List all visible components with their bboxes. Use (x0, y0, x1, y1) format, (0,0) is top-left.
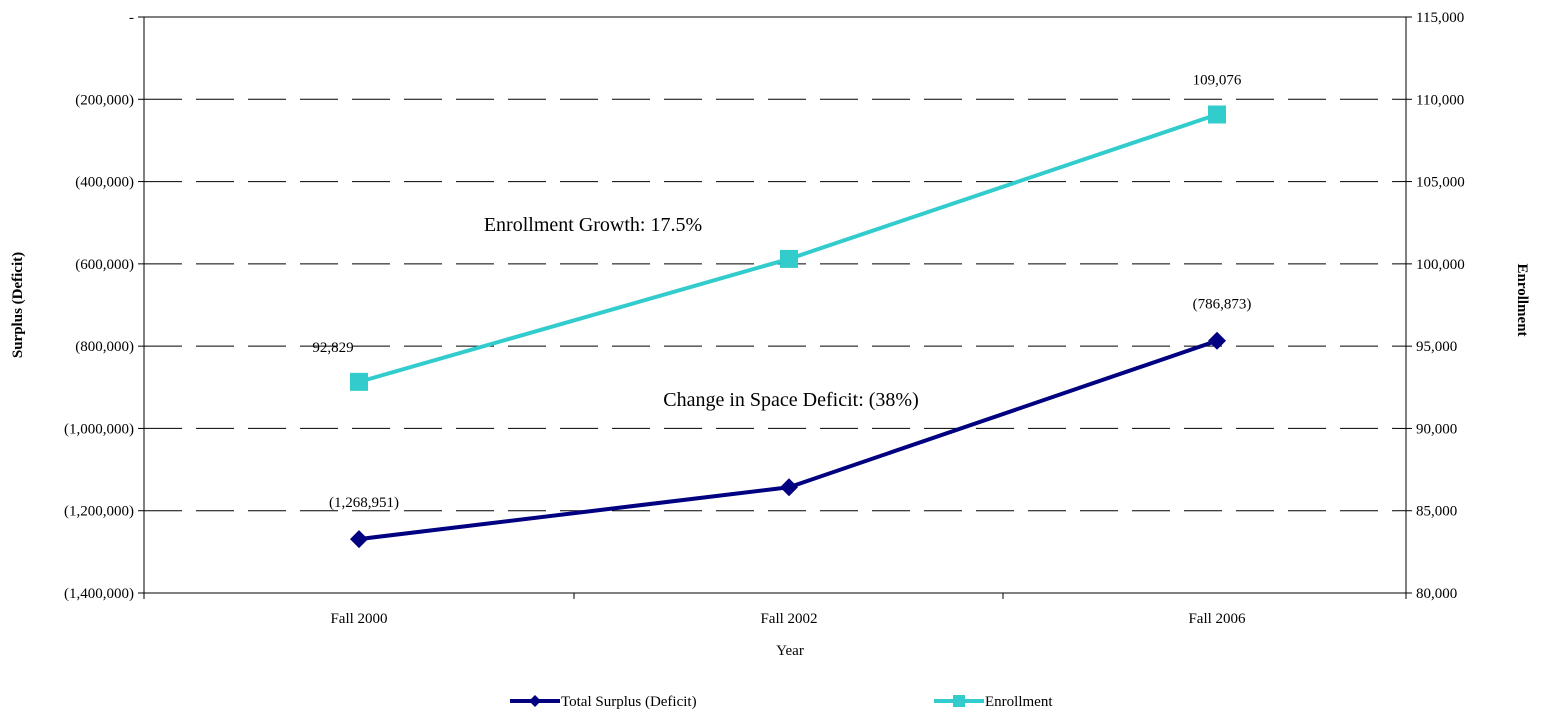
right-tick-label: 85,000 (1416, 504, 1457, 520)
legend-marker-enrollment (953, 695, 965, 707)
right-tick-label: 115,000 (1416, 10, 1464, 26)
data-label-surplus: (786,873) (1193, 297, 1252, 313)
annotation-enrollment-growth: Enrollment Growth: 17.5% (484, 214, 702, 236)
point-marker-surplus (780, 478, 798, 497)
gridlines (144, 98, 1406, 512)
data-label-enrollment: 109,076 (1193, 72, 1242, 88)
legend-item-enrollment: Enrollment (934, 694, 1053, 710)
left-tick-label: (1,400,000) (64, 586, 134, 602)
left-tick-label: (200,000) (75, 92, 134, 108)
point-marker-surplus (1208, 331, 1226, 350)
left-axis-title: Surplus (Deficit) (10, 252, 26, 358)
left-tick-label: (800,000) (75, 339, 134, 355)
data-label-surplus: (1,268,951) (329, 495, 399, 511)
point-marker-enrollment (780, 249, 798, 268)
left-tick-label: (1,000,000) (64, 421, 134, 437)
plot-area (143, 16, 1407, 594)
legend-marker-surplus (529, 695, 541, 707)
legend: Total Surplus (Deficit) Enrollment (510, 694, 1053, 710)
legend-item-surplus: Total Surplus (Deficit) (510, 694, 697, 710)
legend-label-surplus: Total Surplus (Deficit) (561, 694, 697, 710)
x-tick-label: Fall 2006 (1188, 611, 1246, 627)
labels: (1,268,951) (786,873) 92,829 109,076 (312, 72, 1251, 511)
right-tick-label: 110,000 (1416, 92, 1464, 108)
point-marker-enrollment (1208, 105, 1226, 124)
legend-label-enrollment: Enrollment (985, 694, 1053, 710)
right-tick-label: 90,000 (1416, 421, 1457, 437)
right-tick-label: 100,000 (1416, 257, 1465, 273)
data-label-enrollment: 92,829 (312, 340, 353, 356)
right-tick-label: 105,000 (1416, 175, 1465, 191)
x-tick-label: Fall 2002 (760, 611, 817, 627)
right-tick-label: 80,000 (1416, 586, 1457, 602)
left-tick-label: (400,000) (75, 175, 134, 191)
right-tick-label: 95,000 (1416, 339, 1457, 355)
left-tick-label: (600,000) (75, 257, 134, 273)
point-marker-enrollment (350, 372, 368, 391)
left-tick-label: (1,200,000) (64, 504, 134, 520)
x-axis-title: Year (776, 643, 804, 659)
x-tick-label: Fall 2000 (330, 611, 387, 627)
right-axis-title: Enrollment (1514, 263, 1530, 336)
axes: - 115,000 (200,000) 110,000 (400,000) 105,000… (64, 10, 1465, 627)
left-tick-label: - (129, 10, 134, 26)
annotation-space-deficit: Change in Space Deficit: (38%) (663, 389, 918, 411)
point-marker-surplus (350, 530, 368, 549)
series (350, 105, 1226, 549)
